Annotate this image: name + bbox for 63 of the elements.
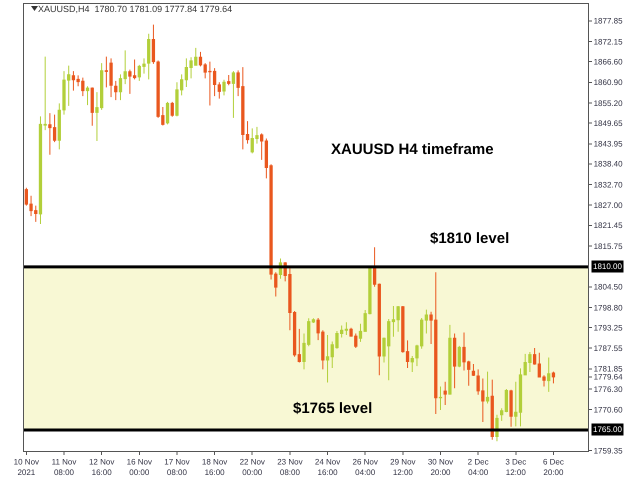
y-tick-label: 1872.15 xyxy=(594,37,624,46)
y-tick-label: 1776.30 xyxy=(594,384,624,394)
y-tick-label: 1877.85 xyxy=(594,16,624,26)
candlestick xyxy=(486,371,490,404)
candlestick xyxy=(490,379,494,440)
annotation: $1765 level xyxy=(293,400,372,417)
y-tick-label: 1781.85 xyxy=(594,364,624,374)
x-tick-label: 3 Dec 12:00 xyxy=(505,458,526,477)
candlestick xyxy=(227,74,230,86)
x-tick-label: 2 Dec 04:00 xyxy=(468,458,489,477)
y-tick-label: 1849.65 xyxy=(594,118,624,128)
y-tick-label: 1787.55 xyxy=(594,344,624,354)
x-tick-label: 12 Nov 16:00 xyxy=(88,458,114,477)
x-tick-label: 26 Nov 04:00 xyxy=(352,458,378,477)
x-tick-label: 10 Nov 2021 xyxy=(14,458,40,477)
candlestick xyxy=(448,324,452,396)
x-tick-label: 29 Nov 12:00 xyxy=(390,458,416,477)
x-tick-label: 30 Nov 20:00 xyxy=(428,458,454,477)
candlestick xyxy=(222,79,226,96)
y-tick-label: 1860.90 xyxy=(594,78,624,88)
chart-title: XAUUSD,H4 1780.70 1781.09 1777.84 1779.64 xyxy=(38,4,232,14)
x-tick-label: 17 Nov 08:00 xyxy=(164,458,190,477)
candlestick xyxy=(509,389,513,428)
candlestick xyxy=(147,33,150,80)
x-tick-label: 11 Nov 08:00 xyxy=(52,458,76,477)
candlestick xyxy=(114,80,118,101)
ref-line-label: 1810.00 xyxy=(593,262,622,271)
x-tick-label: 22 Nov 00:00 xyxy=(240,458,265,477)
candlestick xyxy=(86,86,90,106)
candlestick xyxy=(552,371,556,384)
candlestick xyxy=(458,345,461,368)
candlestick xyxy=(232,70,236,118)
x-tick-label: 24 Nov 16:00 xyxy=(314,458,340,477)
x-tick-label: 6 Dec 20:00 xyxy=(542,458,564,477)
y-tick-label: 1770.60 xyxy=(594,405,624,414)
candlestick xyxy=(166,101,170,125)
candlestick xyxy=(547,356,550,392)
x-tick-label: 16 Nov 00:00 xyxy=(126,458,152,477)
candlestick xyxy=(472,363,476,376)
y-tick-label: 1804.50 xyxy=(594,282,624,292)
annotation: XAUUSD H4 timeframe xyxy=(331,141,494,158)
candlestick xyxy=(90,86,94,126)
candlestick xyxy=(48,112,52,156)
y-tick-label: 1866.60 xyxy=(594,57,624,66)
candlestick xyxy=(170,101,174,118)
y-tick-label: 1759.35 xyxy=(594,446,624,456)
annotation: $1810 level xyxy=(430,230,510,247)
candlestick xyxy=(452,333,456,389)
y-tick-label: 1779.64 xyxy=(594,372,624,382)
ref-line-label: 1765.00 xyxy=(593,425,622,434)
y-tick-label: 1838.40 xyxy=(594,160,624,169)
y-tick-label: 1855.20 xyxy=(594,98,624,108)
y-tick-label: 1843.95 xyxy=(594,140,624,149)
y-tick-label: 1821.45 xyxy=(594,221,624,230)
candlestick xyxy=(438,386,442,411)
y-tick-label: 1832.70 xyxy=(594,180,624,190)
x-tick-label: 23 Nov 08:00 xyxy=(277,458,303,477)
y-tick-label: 1793.25 xyxy=(594,323,624,332)
y-tick-label: 1827.00 xyxy=(594,201,624,210)
y-tick-label: 1798.80 xyxy=(594,303,624,312)
x-tick-label: 18 Nov 16:00 xyxy=(202,458,228,477)
candlestick xyxy=(444,381,447,406)
y-tick-label: 1815.75 xyxy=(594,242,624,251)
